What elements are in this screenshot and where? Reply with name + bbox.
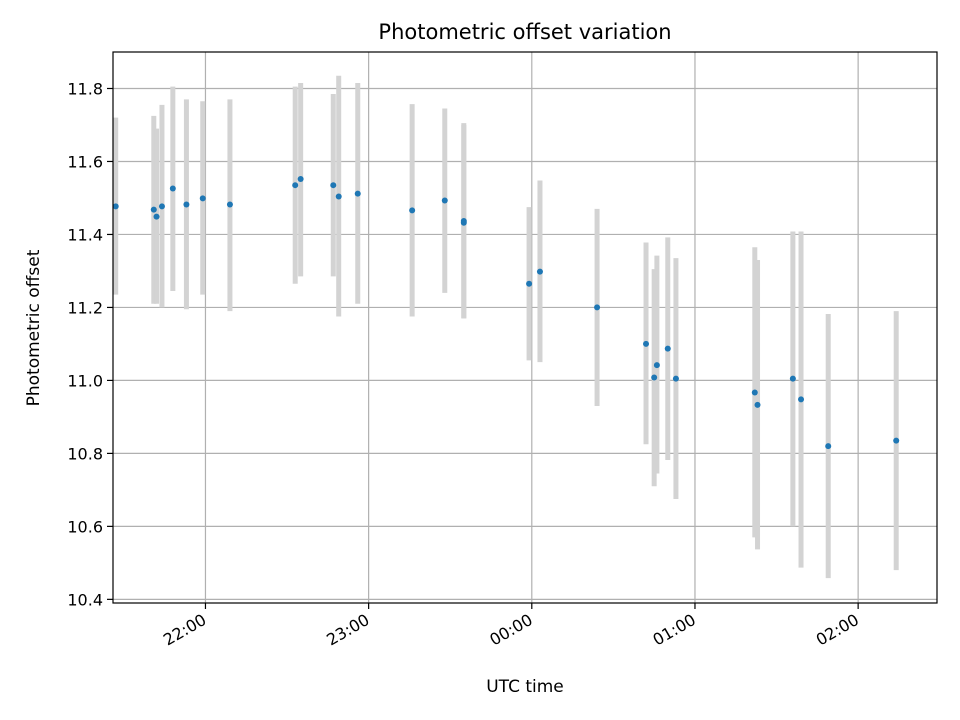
data-point: [335, 193, 342, 200]
data-point: [199, 195, 206, 202]
data-point: [651, 374, 658, 381]
x-axis-label: UTC time: [486, 677, 564, 697]
data-point: [653, 362, 660, 369]
data-points: [112, 175, 900, 450]
data-point: [536, 268, 543, 275]
data-point: [441, 197, 448, 204]
data-point: [183, 201, 190, 208]
x-tick-label: 00:00: [486, 610, 535, 650]
x-tick-label: 02:00: [813, 610, 862, 650]
data-point: [798, 396, 805, 403]
y-tick-label: 10.4: [67, 590, 103, 609]
y-tick-label: 11.4: [67, 225, 103, 244]
data-point: [330, 182, 337, 189]
error-bars: [113, 75, 899, 579]
x-tick-label: 22:00: [160, 610, 209, 650]
data-point: [297, 175, 304, 182]
y-tick-label: 11.8: [67, 79, 103, 98]
data-point: [789, 375, 796, 382]
x-axis-ticks: 22:00 23:00 00:00 01:00 02:00: [160, 603, 862, 650]
data-point: [226, 201, 233, 208]
y-tick-label: 10.6: [67, 517, 103, 536]
y-axis-ticks: 10.4 10.6 10.8 11.0 11.2 11.4 11.6 11.8: [67, 79, 113, 609]
y-axis-label: Photometric offset: [24, 249, 44, 406]
data-point: [643, 340, 650, 347]
x-tick-label: 01:00: [650, 610, 699, 650]
data-point: [751, 389, 758, 396]
y-tick-label: 10.8: [67, 444, 103, 463]
data-point: [292, 182, 299, 189]
data-point: [460, 219, 467, 226]
y-tick-label: 11.6: [67, 152, 103, 171]
data-point: [153, 213, 160, 220]
y-tick-label: 11.0: [67, 371, 103, 390]
data-point: [169, 185, 176, 192]
data-point: [672, 375, 679, 382]
data-point: [409, 207, 416, 214]
plot-frame: [112, 51, 938, 604]
y-tick-label: 11.2: [67, 298, 103, 317]
data-point: [825, 443, 832, 450]
data-point: [893, 437, 900, 444]
grid: [113, 52, 937, 603]
data-point: [158, 203, 165, 210]
data-point: [526, 280, 533, 287]
data-point: [150, 206, 157, 213]
data-point: [112, 203, 119, 210]
data-point: [754, 401, 761, 408]
x-tick-label: 23:00: [323, 610, 372, 650]
data-point: [664, 345, 671, 352]
chart-title: Photometric offset variation: [378, 20, 671, 44]
data-point: [594, 304, 601, 311]
data-point: [354, 190, 361, 197]
